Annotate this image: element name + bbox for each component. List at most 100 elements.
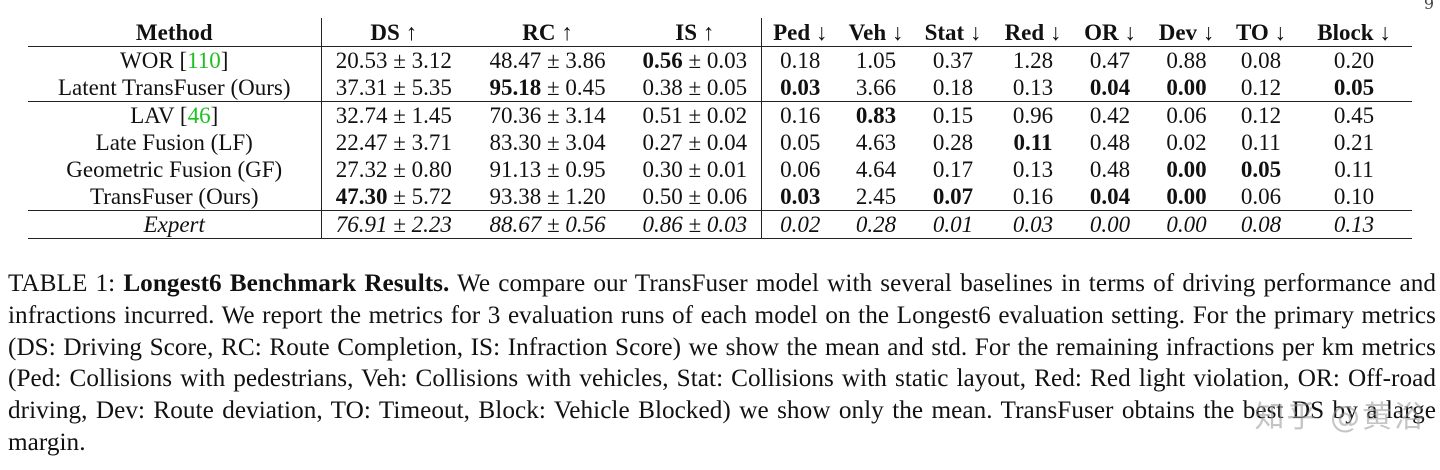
ped-cell: 0.02: [760, 210, 839, 239]
is-cell: 0.51 ± 0.02: [642, 103, 748, 128]
table-caption: TABLE 1: Longest6 Benchmark Results. We …: [8, 268, 1436, 459]
or-cell: 0.04: [1073, 183, 1147, 211]
stat-cell: 0.07: [913, 183, 993, 211]
stat-cell: 0.37: [932, 48, 974, 73]
block-cell: 0.10: [1296, 183, 1412, 211]
is-cell: 0.56 ± 0.03: [642, 48, 748, 73]
ped-cell: 0.03: [760, 74, 839, 102]
to-cell: 0.12: [1226, 74, 1296, 102]
dev-cell: 0.02: [1166, 130, 1207, 155]
ds-cell: 76.91 ± 2.23: [320, 210, 466, 239]
veh-cell: 4.64: [855, 157, 897, 182]
is-cell: 0.86 ± 0.03: [629, 210, 761, 239]
method-cell: LAV [46]: [130, 103, 219, 128]
col-header-stat: Stat ↓: [913, 18, 993, 47]
table-header-row: Method DS ↑ RC ↑ IS ↑ Ped ↓ Veh ↓ Stat ↓…: [28, 18, 1412, 47]
or-cell: 0.48: [1089, 157, 1131, 182]
col-header-rc: RC ↑: [466, 18, 629, 47]
dev-cell: 0.00: [1147, 210, 1226, 239]
ds-cell: 22.47 ± 3.71: [320, 129, 466, 156]
red-cell: 0.03: [993, 210, 1073, 239]
ped-cell: 0.05: [760, 129, 839, 156]
rc-cell: 70.36 ± 3.14: [489, 103, 606, 128]
to-cell: 0.05: [1240, 157, 1282, 182]
table-row: LAV [46] 32.74 ± 1.45 70.36 ± 3.14 0.51 …: [28, 101, 1412, 129]
col-header-ds: DS ↑: [320, 18, 466, 47]
stat-cell: 0.17: [932, 157, 974, 182]
citation-link[interactable]: 110: [187, 48, 221, 73]
ds-cell: 27.32 ± 0.80: [320, 156, 466, 183]
ped-cell: 0.16: [760, 101, 839, 129]
table-row: Late Fusion (LF) 22.47 ± 3.71 83.30 ± 3.…: [28, 129, 1412, 156]
caption-title: Longest6 Benchmark Results.: [123, 270, 450, 297]
col-header-to: TO ↓: [1226, 18, 1296, 47]
veh-cell: 1.05: [855, 48, 897, 73]
rc-cell: 91.13 ± 0.95: [489, 157, 606, 182]
method-cell: WOR [110]: [120, 48, 229, 73]
veh-cell: 0.28: [839, 210, 913, 239]
ds-cell: 37.31 ± 5.35: [320, 74, 466, 102]
rc-cell: 93.38 ± 1.20: [466, 183, 629, 211]
caption-label: TABLE 1:: [8, 270, 124, 297]
block-cell: 0.11: [1334, 157, 1374, 182]
col-header-or: OR ↓: [1073, 18, 1147, 47]
or-cell: 0.47: [1089, 48, 1131, 73]
block-cell: 0.05: [1296, 74, 1412, 102]
veh-cell: 3.66: [839, 74, 913, 102]
block-cell: 0.45: [1333, 103, 1375, 128]
method-cell: Geometric Fusion (GF): [66, 157, 283, 182]
is-cell: 0.50 ± 0.06: [629, 183, 761, 211]
rc-cell: 88.67 ± 0.56: [466, 210, 629, 239]
red-cell: 0.11: [1013, 130, 1053, 155]
caption-body: We compare our TransFuser model with sev…: [8, 270, 1437, 456]
is-cell: 0.30 ± 0.01: [642, 157, 748, 182]
veh-cell: 4.63: [855, 130, 897, 155]
to-cell: 0.06: [1226, 183, 1296, 211]
table-row: WOR [110] 20.53 ± 3.12 48.47 ± 3.86 0.56…: [28, 46, 1412, 74]
veh-cell: 0.83: [855, 103, 897, 128]
ds-cell: 47.30 ± 5.72: [320, 183, 466, 211]
ds-cell: 20.53 ± 3.12: [320, 46, 466, 74]
col-header-dev: Dev ↓: [1147, 18, 1226, 47]
is-cell: 0.27 ± 0.04: [642, 130, 748, 155]
table-row: TransFuser (Ours) 47.30 ± 5.72 93.38 ± 1…: [28, 183, 1412, 211]
block-cell: 0.13: [1296, 210, 1412, 239]
or-cell: 0.42: [1089, 103, 1131, 128]
red-cell: 0.96: [1012, 103, 1054, 128]
watermark: 知乎 @黄浴: [1254, 400, 1426, 435]
page-number: 9: [1423, 0, 1434, 13]
method-cell: Latent TransFuser (Ours): [28, 74, 321, 102]
red-cell: 0.13: [1012, 157, 1054, 182]
red-cell: 1.28: [1012, 48, 1054, 73]
or-cell: 0.00: [1073, 210, 1147, 239]
results-table-container: Method DS ↑ RC ↑ IS ↑ Ped ↓ Veh ↓ Stat ↓…: [28, 18, 1412, 239]
results-table: Method DS ↑ RC ↑ IS ↑ Ped ↓ Veh ↓ Stat ↓…: [28, 18, 1412, 239]
ped-cell: 0.18: [760, 46, 839, 74]
col-header-red: Red ↓: [993, 18, 1073, 47]
to-cell: 0.08: [1226, 210, 1296, 239]
col-header-ped: Ped ↓: [760, 18, 839, 47]
stat-cell: 0.18: [913, 74, 993, 102]
dev-cell: 0.00: [1147, 183, 1226, 211]
col-header-veh: Veh ↓: [839, 18, 913, 47]
col-header-is: IS ↑: [629, 18, 761, 47]
citation-link[interactable]: 46: [187, 103, 211, 128]
block-cell: 0.20: [1333, 48, 1375, 73]
red-cell: 0.13: [993, 74, 1073, 102]
dev-cell: 0.00: [1166, 157, 1207, 182]
method-cell: Expert: [28, 210, 321, 239]
red-cell: 0.16: [993, 183, 1073, 211]
stat-cell: 0.28: [932, 130, 974, 155]
dev-cell: 0.06: [1166, 103, 1207, 128]
stat-cell: 0.01: [913, 210, 993, 239]
to-cell: 0.12: [1240, 103, 1282, 128]
veh-cell: 2.45: [839, 183, 913, 211]
is-cell: 0.38 ± 0.05: [629, 74, 761, 102]
ds-cell: 32.74 ± 1.45: [320, 101, 466, 129]
table-row: Expert 76.91 ± 2.23 88.67 ± 0.56 0.86 ± …: [28, 210, 1412, 239]
method-cell: TransFuser (Ours): [28, 183, 321, 211]
or-cell: 0.48: [1089, 130, 1131, 155]
dev-cell: 0.00: [1147, 74, 1226, 102]
rc-cell: 95.18 ± 0.45: [466, 74, 629, 102]
or-cell: 0.04: [1073, 74, 1147, 102]
